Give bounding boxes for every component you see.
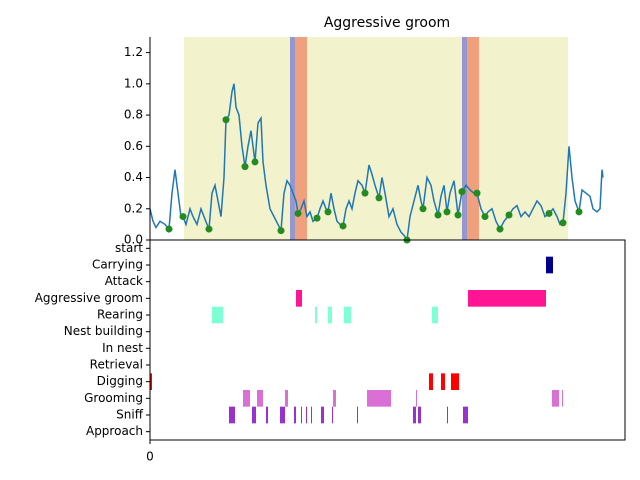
- y-tick-label: 0.2: [124, 201, 143, 215]
- event-bar: [429, 373, 433, 390]
- event-bar: [296, 290, 302, 307]
- y-tick-label: Sniff: [116, 408, 144, 422]
- y-tick-label: Retrieval: [90, 358, 143, 372]
- point: [505, 211, 513, 219]
- point: [575, 208, 583, 216]
- point: [222, 116, 230, 124]
- data-line: [149, 83, 604, 243]
- event-bar: [212, 306, 223, 324]
- event-bar: [243, 390, 250, 407]
- event-bar: [451, 373, 459, 390]
- point: [496, 225, 504, 233]
- event-bar: [367, 390, 391, 407]
- event-bar: [150, 373, 152, 390]
- point: [277, 227, 285, 235]
- event-bar: [257, 390, 263, 407]
- event-bar: [413, 406, 416, 424]
- event-bar: [447, 406, 448, 424]
- event-bar: [333, 390, 336, 407]
- event-bar: [311, 406, 312, 424]
- y-tick-label: Attack: [105, 274, 143, 288]
- y-tick-label: 1.0: [124, 76, 143, 90]
- point: [313, 214, 321, 222]
- point: [324, 208, 332, 216]
- y-tick-label: Carrying: [92, 258, 143, 272]
- event-bar: [301, 406, 302, 424]
- point: [241, 163, 249, 171]
- y-tick-label: In nest: [102, 341, 143, 355]
- point: [375, 194, 383, 202]
- shaded-span: [462, 37, 467, 240]
- y-tick-label: 0.6: [124, 139, 143, 153]
- y-tick-label: Rearing: [97, 308, 143, 322]
- event-bar: [285, 390, 288, 407]
- event-bar: [344, 306, 351, 324]
- event-bar: [306, 406, 307, 424]
- y-tick-label: Nest building: [64, 324, 143, 338]
- point: [205, 225, 213, 233]
- point: [481, 213, 489, 221]
- y-tick-label: Aggressive groom: [35, 291, 143, 305]
- event-bar: [562, 390, 563, 407]
- point: [165, 225, 173, 233]
- point: [458, 188, 466, 196]
- event-bar: [546, 256, 553, 274]
- event-bar: [552, 390, 559, 407]
- event-bar: [252, 406, 256, 424]
- shaded-span: [290, 37, 295, 240]
- event-bar: [321, 406, 324, 424]
- axes-frame: [149, 239, 626, 441]
- event-bar: [315, 306, 317, 324]
- event-bar: [229, 406, 235, 424]
- shaded-span: [295, 37, 307, 240]
- chart-title: Aggressive groom: [324, 15, 450, 31]
- point: [339, 222, 347, 230]
- event-bar: [332, 406, 333, 424]
- event-bar: [432, 306, 438, 324]
- shaded-span: [467, 37, 479, 240]
- point: [251, 158, 259, 166]
- y-tick-label: Approach: [86, 424, 143, 438]
- y-tick-label: 0.4: [124, 170, 143, 184]
- x-tick-label: 0: [146, 450, 154, 464]
- event-bar: [357, 406, 358, 424]
- point: [361, 189, 369, 197]
- shaded-span: [184, 37, 290, 240]
- point: [419, 205, 427, 213]
- event-bar: [416, 390, 417, 407]
- event-bar: [328, 306, 332, 324]
- point: [294, 209, 302, 217]
- event-bar: [441, 373, 445, 390]
- event-bar: [294, 406, 296, 424]
- event-bar: [280, 406, 285, 424]
- point: [179, 213, 187, 221]
- point: [559, 219, 567, 227]
- y-tick-label: Digging: [97, 374, 143, 388]
- y-tick-label: Grooming: [84, 391, 143, 405]
- y-tick-label: 0.0: [124, 233, 143, 247]
- point: [454, 211, 462, 219]
- point: [473, 189, 481, 197]
- point: [545, 209, 553, 217]
- y-tick-label: 1.2: [124, 45, 143, 59]
- y-tick-label: start: [115, 241, 143, 255]
- event-bar: [463, 406, 468, 424]
- event-bar: [418, 406, 421, 424]
- event-bar: [468, 290, 546, 307]
- point: [434, 211, 442, 219]
- y-tick-label: 0.8: [124, 108, 143, 122]
- shaded-span: [479, 37, 568, 240]
- event-bar: [266, 406, 268, 424]
- point: [443, 208, 451, 216]
